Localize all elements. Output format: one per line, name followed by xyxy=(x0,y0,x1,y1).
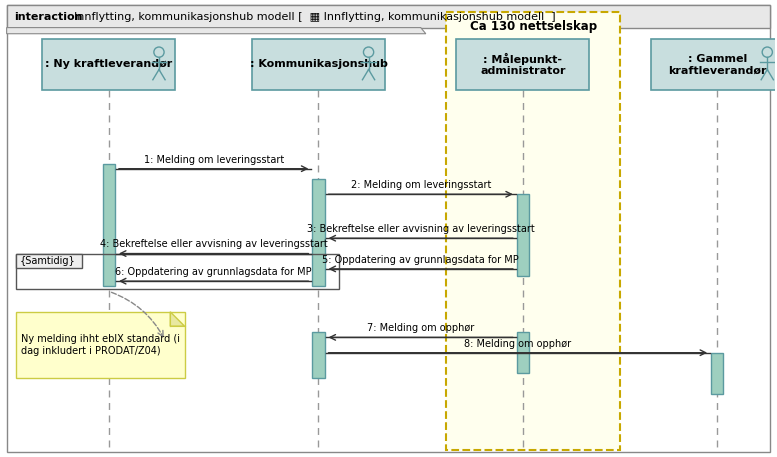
Bar xyxy=(711,353,723,393)
Text: Innflytting, kommunikasjonshub modell [  ▦ Innflytting, kommunikasjonshub modell: Innflytting, kommunikasjonshub modell [ … xyxy=(67,12,556,22)
Text: 6: Oppdatering av grunnlagsdata for MP: 6: Oppdatering av grunnlagsdata for MP xyxy=(115,267,312,277)
Bar xyxy=(517,332,529,373)
Bar xyxy=(312,179,325,286)
Bar xyxy=(446,12,620,450)
Bar xyxy=(103,164,115,286)
Text: : Målepunkt-
administrator: : Målepunkt- administrator xyxy=(480,53,566,76)
Text: Ny melding ihht eblX standard (i
dag inkludert i PRODAT/Z04): Ny melding ihht eblX standard (i dag ink… xyxy=(21,334,180,356)
Text: 5: Oppdatering av grunnlagsdata for MP: 5: Oppdatering av grunnlagsdata for MP xyxy=(322,255,519,265)
Text: 4: Bekreftelse eller avvisning av leveringsstart: 4: Bekreftelse eller avvisning av leveri… xyxy=(99,239,328,250)
Bar xyxy=(16,254,82,268)
Bar xyxy=(457,39,590,90)
Text: : Gammel
kraftleverandør: : Gammel kraftleverandør xyxy=(668,53,766,75)
Text: 1: Melding om leveringsstart: 1: Melding om leveringsstart xyxy=(144,154,284,165)
Text: : Kommunikasjonshub: : Kommunikasjonshub xyxy=(249,59,388,69)
Text: 3: Bekreftelse eller avvisning av leveringsstart: 3: Bekreftelse eller avvisning av leveri… xyxy=(307,224,535,234)
Bar xyxy=(312,332,325,378)
Text: {Samtidig}: {Samtidig} xyxy=(20,256,75,266)
Text: 8: Melding om opphør: 8: Melding om opphør xyxy=(465,339,571,349)
Bar xyxy=(517,194,529,276)
Bar xyxy=(252,39,385,90)
Bar xyxy=(7,5,770,27)
Text: 2: Melding om leveringsstart: 2: Melding om leveringsstart xyxy=(350,180,491,190)
Text: Ca 130 nettselskap: Ca 130 nettselskap xyxy=(469,20,597,33)
Bar xyxy=(43,39,176,90)
Bar xyxy=(16,312,184,378)
Text: : Ny kraftleverandør: : Ny kraftleverandør xyxy=(45,59,172,69)
Polygon shape xyxy=(170,312,184,326)
Text: interaction: interaction xyxy=(14,12,82,22)
Bar xyxy=(16,254,339,289)
Text: 7: Melding om opphør: 7: Melding om opphør xyxy=(367,323,474,333)
Polygon shape xyxy=(7,27,426,34)
Bar xyxy=(651,39,777,90)
